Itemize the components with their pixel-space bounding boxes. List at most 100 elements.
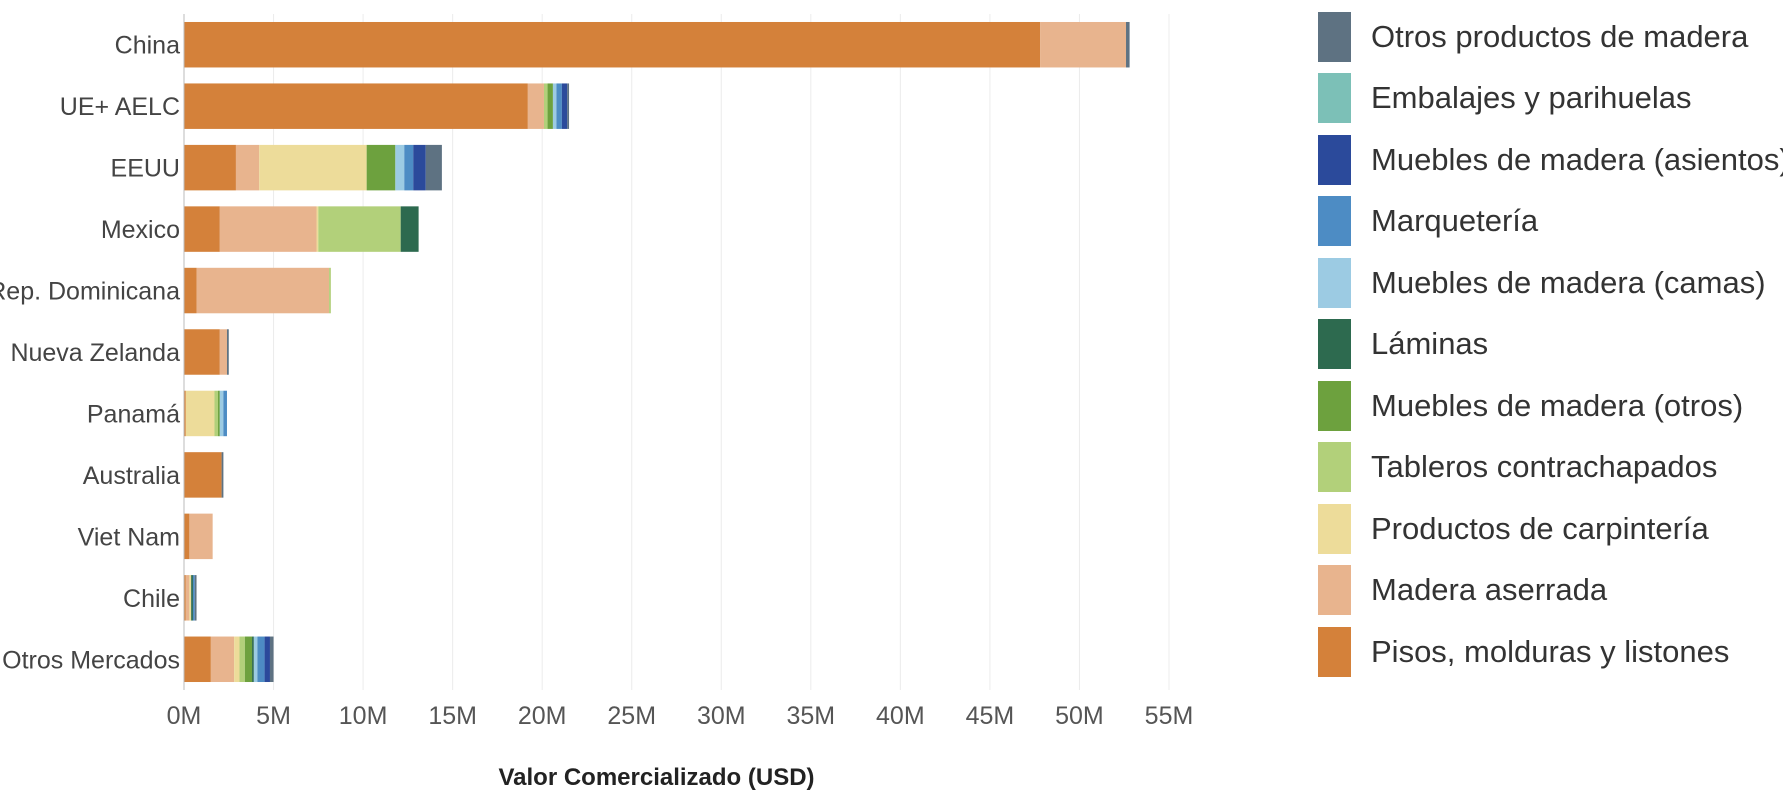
x-tick-label: 10M xyxy=(339,702,388,730)
bar-segment xyxy=(184,22,1040,67)
bar-segment xyxy=(548,83,553,128)
bar-segment xyxy=(227,329,229,374)
legend-item: Embalajes y parihuelas xyxy=(1318,68,1778,130)
bar-segment xyxy=(184,637,211,682)
x-tick-label: 35M xyxy=(786,702,835,730)
bar-segment xyxy=(184,206,220,251)
legend-item: Pisos, molduras y listones xyxy=(1318,621,1778,683)
legend-item: Tableros contrachapados xyxy=(1318,437,1778,499)
legend-swatch xyxy=(1318,565,1351,615)
category-label: Nueva Zelanda xyxy=(10,339,180,367)
bar-segment xyxy=(1126,22,1130,67)
bar-segment xyxy=(413,145,426,190)
x-tick-label: 25M xyxy=(607,702,656,730)
bar-segment xyxy=(259,145,366,190)
bar-segment xyxy=(528,83,544,128)
x-tick-label: 20M xyxy=(518,702,567,730)
legend-swatch xyxy=(1318,12,1351,62)
bar-segment xyxy=(544,83,548,128)
legend-label: Productos de carpintería xyxy=(1371,511,1709,547)
x-tick-label: 5M xyxy=(256,702,291,730)
bar-segment xyxy=(426,145,442,190)
x-tick-label: 15M xyxy=(428,702,477,730)
bar-segment xyxy=(567,83,569,128)
bar-segment xyxy=(184,268,197,313)
legend-item: Productos de carpintería xyxy=(1318,498,1778,560)
bar-segment xyxy=(236,145,259,190)
legend-label: Muebles de madera (otros) xyxy=(1371,388,1743,424)
legend-label: Embalajes y parihuelas xyxy=(1371,80,1692,116)
bar-segment xyxy=(195,575,197,620)
legend-swatch xyxy=(1318,442,1351,492)
legend-label: Otros productos de madera xyxy=(1371,19,1748,55)
bar-segment xyxy=(186,391,215,436)
bar-segment xyxy=(191,575,193,620)
bar-segment xyxy=(184,145,236,190)
legend: Otros productos de madera Embalajes y par… xyxy=(1318,6,1778,683)
legend-item: Muebles de madera (asientos) xyxy=(1318,129,1778,191)
bar-segment xyxy=(223,391,227,436)
legend-label: Láminas xyxy=(1371,326,1488,362)
bar-segment xyxy=(553,83,557,128)
stacked-bar-chart: China UE+ AELC EEUU Mexico Rep. Dominicana Nu… xyxy=(0,0,1310,802)
x-tick-label: 50M xyxy=(1055,702,1104,730)
legend-label: Muebles de madera (asientos) xyxy=(1371,142,1783,178)
bar-segment xyxy=(220,206,317,251)
category-label: UE+ AELC xyxy=(60,93,180,121)
legend-label: Pisos, molduras y listones xyxy=(1371,634,1729,670)
bar-segment xyxy=(218,391,220,436)
category-label: Chile xyxy=(123,585,180,613)
legend-swatch xyxy=(1318,319,1351,369)
bar-segment xyxy=(318,206,400,251)
category-label: Mexico xyxy=(101,216,180,244)
legend-item: Madera aserrada xyxy=(1318,560,1778,622)
legend-label: Marquetería xyxy=(1371,203,1538,239)
category-label: EEUU xyxy=(111,155,180,183)
bar-segment xyxy=(189,575,191,620)
bar-segment xyxy=(193,575,195,620)
legend-item: Láminas xyxy=(1318,314,1778,376)
bar-segment xyxy=(270,637,274,682)
legend-swatch xyxy=(1318,258,1351,308)
legend-label: Madera aserrada xyxy=(1371,572,1607,608)
category-label: Australia xyxy=(83,462,180,490)
x-tick-label: 30M xyxy=(697,702,746,730)
bar-segment xyxy=(211,637,234,682)
category-label: Panamá xyxy=(87,400,180,428)
legend-label: Tableros contrachapados xyxy=(1371,449,1717,485)
bar-segment xyxy=(197,268,330,313)
bar-segment xyxy=(252,637,254,682)
legend-swatch xyxy=(1318,504,1351,554)
bar-segment xyxy=(254,637,258,682)
legend-swatch xyxy=(1318,135,1351,185)
bar-segment xyxy=(184,514,189,559)
bar-segment xyxy=(557,83,562,128)
bar-segment xyxy=(245,637,252,682)
bar-segment xyxy=(240,637,245,682)
x-tick-label: 40M xyxy=(876,702,925,730)
bar-segment xyxy=(1040,22,1126,67)
legend-swatch xyxy=(1318,381,1351,431)
category-label: Rep. Dominicana xyxy=(0,278,180,306)
category-label: Viet Nam xyxy=(78,523,180,551)
bar-segment xyxy=(234,637,239,682)
bar-segment xyxy=(329,268,331,313)
bar-segment xyxy=(222,452,224,497)
x-axis-title: Valor Comercializado (USD) xyxy=(498,764,814,791)
legend-swatch xyxy=(1318,627,1351,677)
bar-segment xyxy=(184,83,528,128)
x-tick-label: 0M xyxy=(167,702,202,730)
legend-item: Otros productos de madera xyxy=(1318,6,1778,68)
legend-swatch xyxy=(1318,196,1351,246)
category-label: Otros Mercados xyxy=(2,646,180,674)
bar-segment xyxy=(404,145,413,190)
legend-item: Muebles de madera (camas) xyxy=(1318,252,1778,314)
bar-segment xyxy=(257,637,264,682)
bar-segment xyxy=(189,514,212,559)
bar-segment xyxy=(184,452,222,497)
bar-segment xyxy=(562,83,567,128)
bar-segment xyxy=(220,329,227,374)
bar-segment xyxy=(395,145,404,190)
bar-segment xyxy=(220,391,224,436)
bar-segment xyxy=(401,206,419,251)
